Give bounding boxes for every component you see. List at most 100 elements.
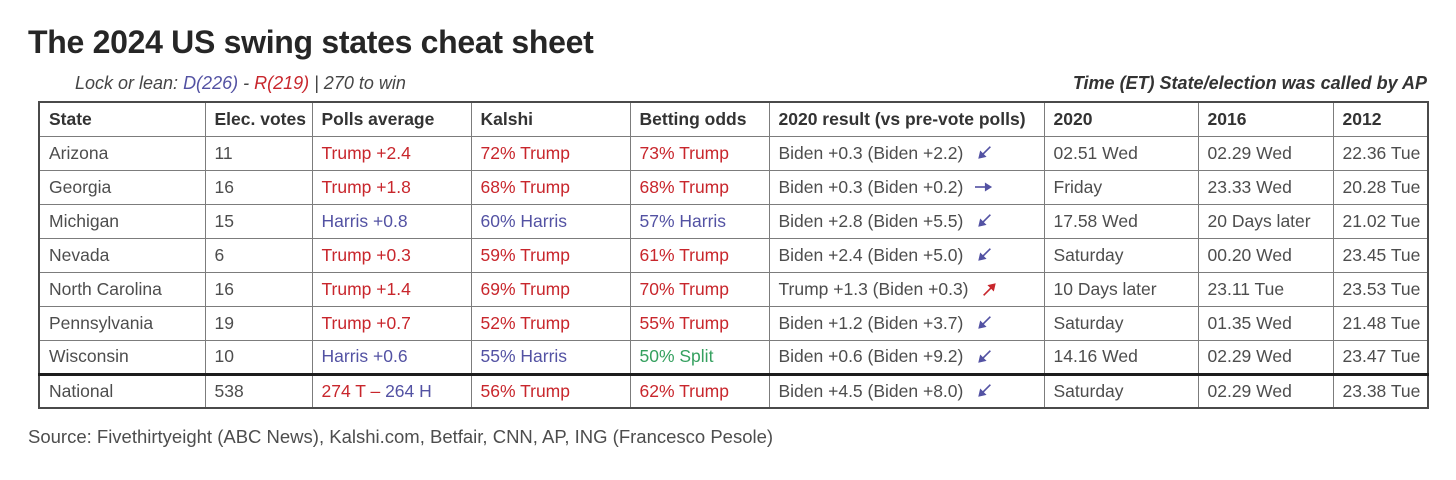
called-2020: Saturday bbox=[1043, 372, 1199, 409]
trend-arrow-icon bbox=[978, 316, 992, 329]
called-2012: 23.45 Tue bbox=[1332, 237, 1429, 273]
kalshi-value: 59% Trump bbox=[480, 244, 570, 265]
dem-electoral-count: D(226) bbox=[183, 73, 239, 93]
col-header-kalshi: Kalshi bbox=[470, 101, 631, 137]
betting-odds-cell: 62% Trump bbox=[629, 372, 770, 409]
kalshi-cell: 69% Trump bbox=[470, 271, 631, 307]
betting-odds-cell: 70% Trump bbox=[629, 271, 770, 307]
result-2020-text: Biden +1.2 (Biden +3.7) bbox=[778, 312, 964, 333]
trend-arrow-icon bbox=[978, 349, 992, 363]
polls-average-value: Trump +0.3 bbox=[321, 244, 411, 265]
called-2012: 22.36 Tue bbox=[1332, 135, 1429, 171]
polls-average-value: Harris +0.8 bbox=[321, 210, 408, 231]
result-2020-cell: Biden +0.6 (Biden +9.2) bbox=[768, 339, 1045, 375]
time-called-note: Time (ET) State/election was called by A… bbox=[1072, 73, 1427, 93]
called-2016: 00.20 Wed bbox=[1197, 237, 1334, 273]
subheader-row: Lock or lean: D(226) - R(219) | 270 to w… bbox=[38, 73, 1427, 94]
col-header-state: State bbox=[38, 101, 206, 137]
trend-arrow-icon bbox=[978, 146, 992, 159]
called-2016: 01.35 Wed bbox=[1197, 305, 1334, 341]
page-title: The 2024 US swing states cheat sheet bbox=[28, 24, 594, 60]
trend-arrow-icon bbox=[978, 384, 992, 397]
called-2012: 21.02 Tue bbox=[1332, 203, 1429, 239]
electoral-votes: 538 bbox=[204, 372, 313, 409]
polls-average-value: Harris +0.6 bbox=[321, 346, 408, 366]
kalshi-value: 69% Trump bbox=[480, 278, 570, 299]
lock-lean-prefix: Lock or lean: bbox=[75, 73, 184, 93]
called-2020: 14.16 Wed bbox=[1043, 339, 1199, 375]
polls-average-cell: 274 T – 264 H bbox=[311, 372, 472, 409]
polls-average-cell: Trump +0.7 bbox=[311, 305, 472, 341]
betting-odds-cell: 68% Trump bbox=[629, 169, 770, 205]
called-2016: 02.29 Wed bbox=[1197, 135, 1334, 171]
result-2020-text: Biden +4.5 (Biden +8.0) bbox=[778, 380, 964, 401]
kalshi-value: 52% Trump bbox=[480, 312, 570, 333]
result-2020-cell: Biden +2.4 (Biden +5.0) bbox=[768, 237, 1045, 273]
electoral-votes: 16 bbox=[204, 271, 313, 307]
betting-odds-value: 57% Harris bbox=[639, 210, 727, 231]
kalshi-cell: 60% Harris bbox=[470, 203, 631, 239]
state-name: Arizona bbox=[38, 135, 206, 171]
kalshi-cell: 68% Trump bbox=[470, 169, 631, 205]
called-2016: 23.11 Tue bbox=[1197, 271, 1334, 307]
result-2020-text: Biden +2.4 (Biden +5.0) bbox=[778, 244, 964, 265]
table-row-arizona: Arizona 11 Trump +2.4 72% Trump 73% Trum… bbox=[38, 135, 1429, 171]
state-name: Michigan bbox=[38, 203, 206, 239]
result-2020-cell: Biden +0.3 (Biden +0.2) bbox=[768, 169, 1045, 205]
result-2020-text: Trump +1.3 (Biden +0.3) bbox=[778, 278, 969, 299]
called-2016: 20 Days later bbox=[1197, 203, 1334, 239]
table-row-north-carolina: North Carolina 16 Trump +1.4 69% Trump 7… bbox=[38, 271, 1429, 307]
kalshi-cell: 59% Trump bbox=[470, 237, 631, 273]
table-row-georgia: Georgia 16 Trump +1.8 68% Trump 68% Trum… bbox=[38, 169, 1429, 205]
called-2012: 23.53 Tue bbox=[1332, 271, 1429, 307]
rep-electoral-count: R(219) bbox=[254, 73, 310, 93]
col-header-betting-odds: Betting odds bbox=[629, 101, 770, 137]
kalshi-cell: 72% Trump bbox=[470, 135, 631, 171]
table-row-wisconsin: Wisconsin 10 Harris +0.6 55% Harris 50% … bbox=[38, 339, 1429, 375]
betting-odds-cell: 61% Trump bbox=[629, 237, 770, 273]
betting-odds-value: 55% Trump bbox=[639, 312, 729, 333]
called-2020: Saturday bbox=[1043, 305, 1199, 341]
kalshi-value: 56% Trump bbox=[480, 380, 570, 401]
kalshi-cell: 56% Trump bbox=[470, 372, 631, 409]
kalshi-value: 55% Harris bbox=[480, 346, 568, 366]
polls-average-cell: Harris +0.6 bbox=[311, 339, 472, 375]
state-name: Pennsylvania bbox=[38, 305, 206, 341]
kalshi-cell: 52% Trump bbox=[470, 305, 631, 341]
trend-arrow-icon bbox=[978, 214, 992, 227]
called-2016: 02.29 Wed bbox=[1197, 372, 1334, 409]
electoral-votes: 6 bbox=[204, 237, 313, 273]
called-2020: 17.58 Wed bbox=[1043, 203, 1199, 239]
table-header-row: State Elec. votes Polls average Kalshi B… bbox=[38, 101, 1429, 137]
result-2020-cell: Biden +1.2 (Biden +3.7) bbox=[768, 305, 1045, 341]
trend-arrow-icon bbox=[978, 248, 992, 261]
electoral-votes: 11 bbox=[204, 135, 313, 171]
state-name: National bbox=[38, 372, 206, 409]
lock-lean-suffix: | 270 to win bbox=[309, 73, 406, 93]
betting-odds-cell: 57% Harris bbox=[629, 203, 770, 239]
polls-average-value: Trump +1.4 bbox=[321, 278, 411, 299]
betting-odds-value: 62% Trump bbox=[639, 380, 729, 401]
kalshi-cell: 55% Harris bbox=[470, 339, 631, 375]
polls-average-cell: Trump +1.4 bbox=[311, 271, 472, 307]
result-2020-text: Biden +0.3 (Biden +2.2) bbox=[778, 142, 964, 163]
called-2012: 21.48 Tue bbox=[1332, 305, 1429, 341]
state-name: North Carolina bbox=[38, 271, 206, 307]
betting-odds-value: 50% Split bbox=[639, 346, 714, 366]
polls-average-cell: Trump +0.3 bbox=[311, 237, 472, 273]
col-header-polls-average: Polls average bbox=[311, 101, 472, 137]
kalshi-value: 60% Harris bbox=[480, 210, 568, 231]
electoral-votes: 16 bbox=[204, 169, 313, 205]
trend-arrow-icon bbox=[982, 283, 996, 296]
polls-average-cell: Trump +2.4 bbox=[311, 135, 472, 171]
kalshi-value: 72% Trump bbox=[480, 142, 570, 163]
col-header-2012: 2012 bbox=[1332, 101, 1429, 137]
called-2020: Friday bbox=[1043, 169, 1199, 205]
result-2020-cell: Biden +4.5 (Biden +8.0) bbox=[768, 372, 1045, 409]
called-2016: 02.29 Wed bbox=[1197, 339, 1334, 375]
result-2020-cell: Biden +2.8 (Biden +5.5) bbox=[768, 203, 1045, 239]
col-header-elec-votes: Elec. votes bbox=[204, 101, 313, 137]
polls-average-value: Trump +0.7 bbox=[321, 312, 411, 333]
result-2020-text: Biden +0.6 (Biden +9.2) bbox=[778, 346, 964, 366]
called-2020: 10 Days later bbox=[1043, 271, 1199, 307]
